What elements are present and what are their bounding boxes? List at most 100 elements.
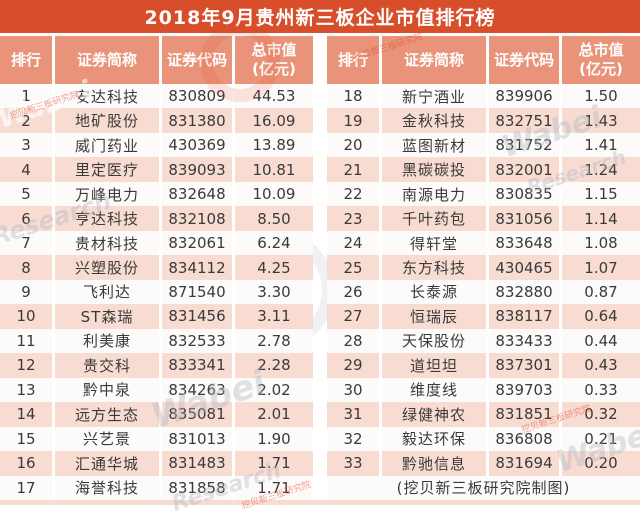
header-cell: 排行 <box>327 36 379 84</box>
code-cell: 839906 <box>489 84 559 109</box>
code-cell: 832880 <box>489 279 559 305</box>
name-cell: 东方科技 <box>382 255 486 280</box>
value-cell: 0.64 <box>562 304 640 329</box>
value-cell: 1.08 <box>562 230 640 256</box>
rank-cell: 19 <box>327 108 379 133</box>
rank-cell: 12 <box>0 353 52 378</box>
value-cell: 44.53 <box>235 84 313 109</box>
rank-cell: 6 <box>0 206 52 231</box>
value-cell: 0.21 <box>562 426 640 452</box>
rank-cell: 30 <box>327 377 379 403</box>
name-cell: 兴艺景 <box>55 426 159 452</box>
code-cell: 839093 <box>162 157 232 182</box>
rank-cell: 18 <box>327 84 379 109</box>
code-cell: 834263 <box>162 377 232 403</box>
rank-cell: 10 <box>0 304 52 329</box>
rank-cell: 25 <box>327 255 379 280</box>
value-cell: 13.89 <box>235 132 313 158</box>
code-cell: 831858 <box>162 475 232 500</box>
value-cell: 0.43 <box>562 353 640 378</box>
header-cell: 总市值 (亿元) <box>235 36 313 84</box>
name-cell: 威门药业 <box>55 132 159 158</box>
value-cell: 0.44 <box>562 328 640 354</box>
rank-cell: 8 <box>0 255 52 280</box>
name-cell: 道坦坦 <box>382 353 486 378</box>
code-cell: 831752 <box>489 132 559 158</box>
name-cell: 飞利达 <box>55 279 159 305</box>
rank-cell: 17 <box>0 475 52 500</box>
code-cell: 833648 <box>489 230 559 256</box>
code-cell: 430465 <box>489 255 559 280</box>
rank-cell: 20 <box>327 132 379 158</box>
name-cell: 万峰电力 <box>55 181 159 207</box>
name-cell: 维度线 <box>382 377 486 403</box>
value-cell: 0.20 <box>562 451 640 476</box>
code-cell: 838117 <box>489 304 559 329</box>
rank-cell: 29 <box>327 353 379 378</box>
header-cell: 排行 <box>0 36 52 84</box>
name-cell: 恒瑞辰 <box>382 304 486 329</box>
code-cell: 833433 <box>489 328 559 354</box>
header-cell: 证券简称 <box>382 36 486 84</box>
value-cell: 0.33 <box>562 377 640 403</box>
name-cell: 黔驰信息 <box>382 451 486 476</box>
name-cell: 安达科技 <box>55 84 159 109</box>
value-cell: 3.11 <box>235 304 313 329</box>
header-cell: 证券代码 <box>162 36 232 84</box>
value-cell: 2.28 <box>235 353 313 378</box>
table-right-half: 排行 证券简称 证券代码 总市值 (亿元) 18 新宁酒业 839906 1.50 19 金秋科技… <box>327 36 640 500</box>
name-cell: 千叶药包 <box>382 206 486 231</box>
name-cell: 里定医疗 <box>55 157 159 182</box>
name-cell: 海誉科技 <box>55 475 159 500</box>
rank-cell: 4 <box>0 157 52 182</box>
value-cell: 16.09 <box>235 108 313 133</box>
code-cell: 831851 <box>489 402 559 427</box>
code-cell: 871540 <box>162 279 232 305</box>
code-cell: 830835 <box>489 181 559 207</box>
name-cell: 兴塑股份 <box>55 255 159 280</box>
name-cell: 南源电力 <box>382 181 486 207</box>
rank-cell: 31 <box>327 402 379 427</box>
rank-cell: 11 <box>0 328 52 354</box>
value-cell: 1.41 <box>562 132 640 158</box>
code-cell: 831456 <box>162 304 232 329</box>
rank-cell: 23 <box>327 206 379 231</box>
value-cell: 1.15 <box>562 181 640 207</box>
value-cell: 6.24 <box>235 230 313 256</box>
source-note: (挖贝新三板研究院制图) <box>327 475 640 500</box>
name-cell: 毅达环保 <box>382 426 486 452</box>
value-cell: 4.25 <box>235 255 313 280</box>
code-cell: 832533 <box>162 328 232 354</box>
name-cell: 亨达科技 <box>55 206 159 231</box>
code-cell: 831380 <box>162 108 232 133</box>
name-cell: 天保股份 <box>382 328 486 354</box>
value-cell: 10.81 <box>235 157 313 182</box>
value-cell: 1.24 <box>562 157 640 182</box>
name-cell: 汇通华城 <box>55 451 159 476</box>
rank-cell: 14 <box>0 402 52 427</box>
name-cell: 新宁酒业 <box>382 84 486 109</box>
code-cell: 831694 <box>489 451 559 476</box>
code-cell: 836808 <box>489 426 559 452</box>
code-cell: 833341 <box>162 353 232 378</box>
rank-cell: 9 <box>0 279 52 305</box>
code-cell: 830809 <box>162 84 232 109</box>
value-cell: 1.71 <box>235 475 313 500</box>
table-left-half: 排行 证券简称 证券代码 总市值 (亿元) 1 安达科技 830809 44.53 2 地矿股份 8… <box>0 36 313 500</box>
rank-cell: 21 <box>327 157 379 182</box>
name-cell: 贵材科技 <box>55 230 159 256</box>
code-cell: 837301 <box>489 353 559 378</box>
value-cell: 8.50 <box>235 206 313 231</box>
rank-cell: 28 <box>327 328 379 354</box>
code-cell: 831056 <box>489 206 559 231</box>
rank-cell: 7 <box>0 230 52 256</box>
header-cell: 证券代码 <box>489 36 559 84</box>
value-cell: 0.32 <box>562 402 640 427</box>
value-cell: 1.07 <box>562 255 640 280</box>
name-cell: 金秋科技 <box>382 108 486 133</box>
value-cell: 0.87 <box>562 279 640 305</box>
header-cell: 总市值 (亿元) <box>562 36 640 84</box>
name-cell: 远方生态 <box>55 402 159 427</box>
rank-cell: 24 <box>327 230 379 256</box>
code-cell: 831483 <box>162 451 232 476</box>
